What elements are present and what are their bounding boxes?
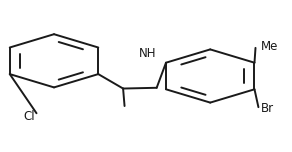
Text: Cl: Cl: [23, 110, 35, 123]
Text: Br: Br: [261, 102, 274, 115]
Text: NH: NH: [139, 47, 156, 60]
Text: Me: Me: [261, 40, 279, 53]
